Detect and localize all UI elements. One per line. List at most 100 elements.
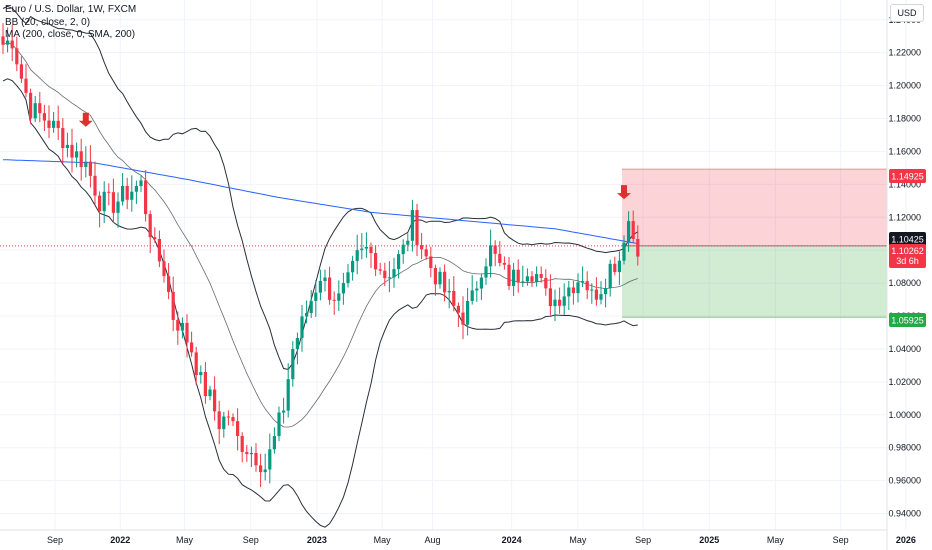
stop-badge-label: 1.14925 <box>891 172 924 182</box>
candle-body <box>562 296 566 306</box>
candle-body <box>636 238 640 257</box>
candle-body <box>194 352 198 376</box>
candle-body <box>56 120 60 129</box>
candle-body <box>134 185 138 192</box>
candle-body <box>599 294 603 300</box>
price-tick-label: 1.12000 <box>888 212 921 222</box>
candle-body <box>346 272 350 284</box>
candle-body <box>42 113 46 121</box>
candle-body <box>420 245 424 250</box>
candle-body <box>337 293 341 301</box>
candle-body <box>19 64 23 79</box>
candle-body <box>29 92 33 119</box>
candle-body <box>585 281 589 291</box>
candle-body <box>507 264 511 287</box>
candle-body <box>443 271 447 293</box>
candle-body <box>539 274 543 278</box>
candle-body <box>512 269 516 287</box>
ma-indicator-label[interactable]: MA (200, close, 0, SMA, 200) <box>5 29 136 40</box>
time-tick-label: Sep <box>833 535 849 545</box>
candle-body <box>226 416 230 418</box>
time-tick-label: May <box>569 535 587 545</box>
candle-body <box>272 436 276 450</box>
candle-body <box>627 221 631 243</box>
target-badge-label: 1.05925 <box>891 316 924 326</box>
bb-indicator-label[interactable]: BB (20, close, 2, 0) <box>5 16 91 28</box>
candle-body <box>355 250 359 261</box>
candle-body <box>571 287 575 294</box>
candle-body <box>392 269 396 278</box>
bb-basis <box>2 42 638 428</box>
time-axis[interactable]: Sep 2022 May Sep 2023 May Aug 2024 May Sep 2025 May… <box>0 529 916 545</box>
candle-body <box>1 36 5 45</box>
candle-body <box>291 349 295 380</box>
candle-body <box>125 185 129 200</box>
candle-body <box>15 48 19 65</box>
candle-body <box>502 262 506 265</box>
candle-body <box>438 271 442 285</box>
candle-body <box>309 300 313 314</box>
candle-body <box>167 276 171 292</box>
currency-button[interactable]: USD <box>890 4 924 22</box>
candle-body <box>10 40 14 49</box>
candle-body <box>199 372 203 376</box>
candle-body <box>452 290 456 306</box>
candle-body <box>433 268 437 285</box>
candle-body <box>525 276 529 282</box>
candle-body <box>475 288 479 291</box>
candle-body <box>107 191 111 193</box>
candle-body <box>153 237 157 239</box>
candle-body <box>24 78 28 93</box>
price-tick-label: 1.18000 <box>888 114 921 124</box>
candle-body <box>447 290 451 293</box>
current-price-badge-label: 1.10425 <box>891 235 924 245</box>
candle-body <box>318 280 322 293</box>
candle-body <box>98 195 102 212</box>
candle-body <box>415 210 419 246</box>
candle-body <box>236 421 240 436</box>
candle-body <box>240 435 244 452</box>
candle-body <box>613 263 617 273</box>
candle-body <box>397 254 401 270</box>
candle-body <box>631 221 635 239</box>
stop-loss-zone <box>622 169 887 246</box>
candle-body <box>484 266 488 278</box>
candle-body <box>6 40 10 45</box>
candle-body <box>581 281 585 283</box>
last-price-badge <box>889 244 926 268</box>
candle-body <box>157 238 161 262</box>
candle-body <box>121 185 125 202</box>
candle-body <box>351 260 355 273</box>
candle-body <box>93 175 97 196</box>
candle-body <box>328 277 332 300</box>
candle-body <box>374 253 378 270</box>
price-tick-label: 1.04000 <box>888 344 921 354</box>
candle-body <box>470 290 474 302</box>
price-tick-label: 1.08000 <box>888 278 921 288</box>
candle-body <box>70 144 74 158</box>
plot-area[interactable] <box>0 0 907 530</box>
candle-body <box>558 299 562 306</box>
countdown-label: 3d 6h <box>896 256 919 266</box>
candle-body <box>277 412 281 437</box>
candle-body <box>263 469 267 473</box>
time-tick-label: 2025 <box>699 535 719 545</box>
candle-body <box>410 210 414 241</box>
price-tick-label: 0.98000 <box>888 443 921 453</box>
ma200-line <box>2 159 638 245</box>
candle-body <box>282 410 286 413</box>
price-axis[interactable]: 1.240001.220001.200001.180001.160001.140… <box>886 0 921 550</box>
time-tick-label: 2022 <box>110 535 130 545</box>
current-price-badge <box>889 232 926 246</box>
candle-body <box>383 270 387 279</box>
symbol-title[interactable]: Euro / U.S. Dollar, 1W, FXCM <box>5 4 137 15</box>
candle-body <box>268 449 272 470</box>
time-tick-label: May <box>767 535 785 545</box>
candle-body <box>341 283 345 294</box>
candle-body <box>590 289 594 291</box>
price-tick-label: 0.94000 <box>888 509 921 519</box>
candle-body <box>286 379 290 411</box>
candle-body <box>544 277 548 289</box>
candle-body <box>493 245 497 254</box>
